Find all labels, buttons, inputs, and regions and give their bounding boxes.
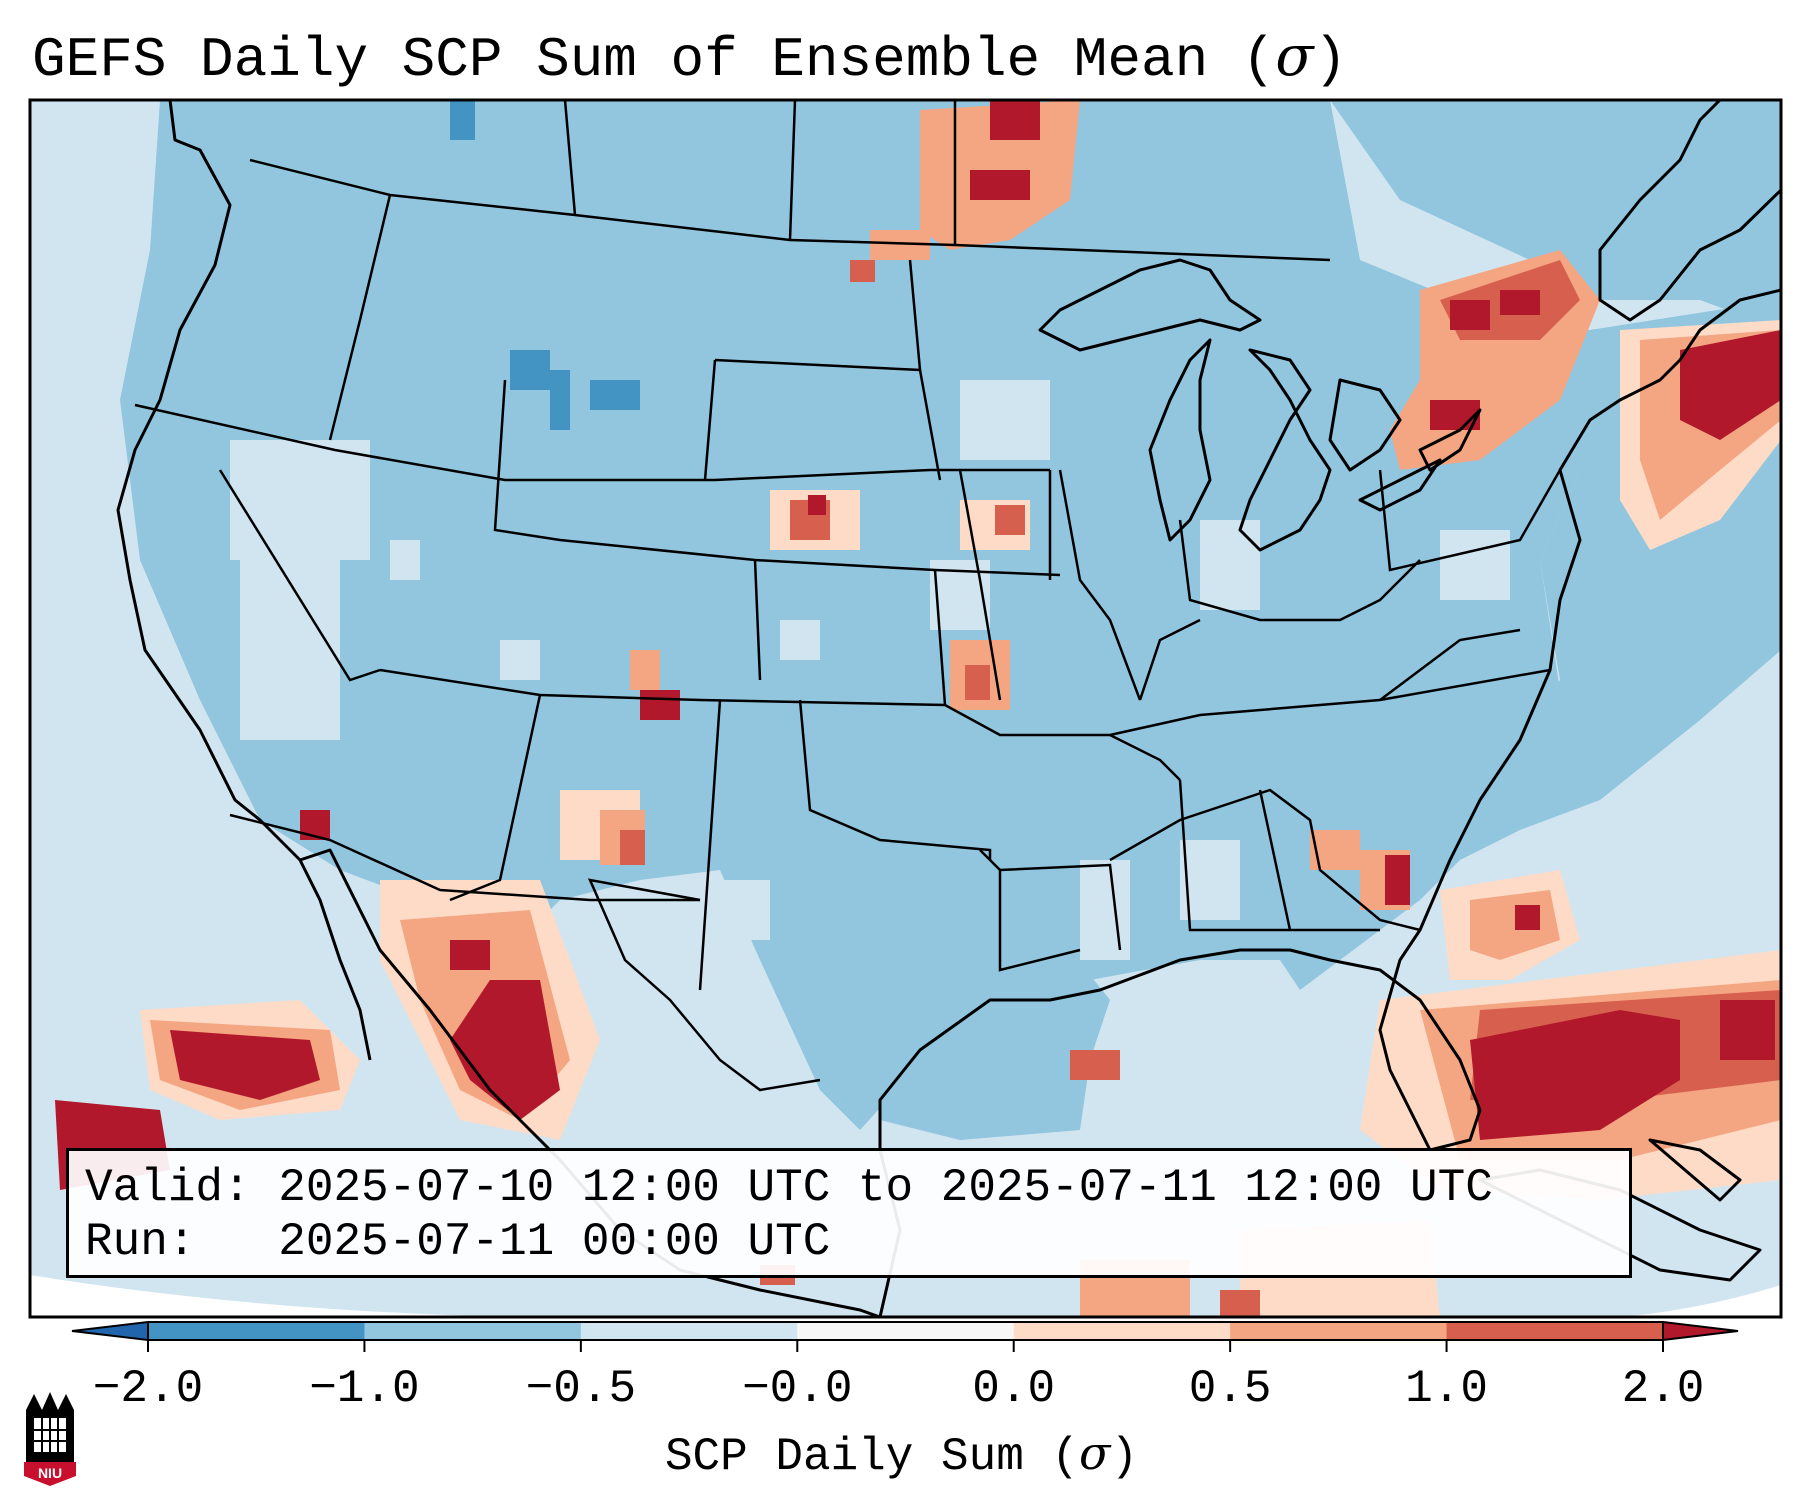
north-canada-blue-field [1330, 100, 1781, 330]
map-title-text: GEFS Daily SCP Sum of Ensemble Mean ( [32, 28, 1276, 92]
projection-outside [30, 1275, 520, 1317]
colorbar-label-close: ) [1110, 1431, 1139, 1483]
colorbar-tick-label: −0.0 [742, 1363, 853, 1415]
colorbar-bin [148, 1322, 365, 1340]
colorbar-tick-label: −1.0 [309, 1363, 420, 1415]
colorbar-tick-label: −0.5 [525, 1363, 637, 1415]
light-speckles [230, 380, 1690, 960]
colorbar-bin [364, 1322, 582, 1340]
colorbar-tick-label: 1.0 [1405, 1363, 1488, 1415]
gulf-blue-field [880, 975, 1110, 1140]
valid-time-text: Valid: 2025-07-10 12:00 UTC to 2025-07-1… [85, 1162, 1493, 1214]
deep-blue-spots [450, 100, 640, 430]
run-time-text: Run: 2025-07-11 00:00 UTC [85, 1216, 831, 1268]
colorbar-tick-label: 0.0 [972, 1363, 1056, 1415]
colorbar-tick-label: 0.5 [1188, 1363, 1272, 1415]
map-frame [28, 98, 1783, 1319]
map-title: GEFS Daily SCP Sum of Ensemble Mean (σ) [32, 22, 1347, 95]
colorbar-bin [1230, 1322, 1448, 1340]
colorbar-label-sigma: σ [1079, 1426, 1111, 1480]
map-title-close: ) [1313, 28, 1348, 92]
colorbar-under-arrow [71, 1320, 149, 1342]
colorbar-label: SCP Daily Sum (σ) [0, 1425, 1803, 1485]
colorbar-tick-label: 2.0 [1621, 1363, 1705, 1415]
colorbar [71, 1320, 1739, 1352]
state-boundaries [134, 100, 1562, 1092]
colorbar-bin [1446, 1322, 1664, 1340]
colorbar-bin [797, 1322, 1015, 1340]
colorbar-bin [580, 1322, 798, 1340]
colorbar-label-text: SCP Daily Sum ( [664, 1431, 1080, 1483]
colorbar-bin [1013, 1322, 1231, 1340]
niu-logo: NIU [24, 1392, 76, 1486]
projection-outside-right [1620, 1285, 1781, 1317]
map-title-sigma: σ [1275, 24, 1314, 89]
colorbar-tick-label: −2.0 [92, 1363, 204, 1415]
info-box: Valid: 2025-07-10 12:00 UTC to 2025-07-1… [66, 1148, 1632, 1278]
colorbar-over-arrow [1662, 1320, 1739, 1342]
niu-logo-text: NIU [38, 1465, 62, 1481]
